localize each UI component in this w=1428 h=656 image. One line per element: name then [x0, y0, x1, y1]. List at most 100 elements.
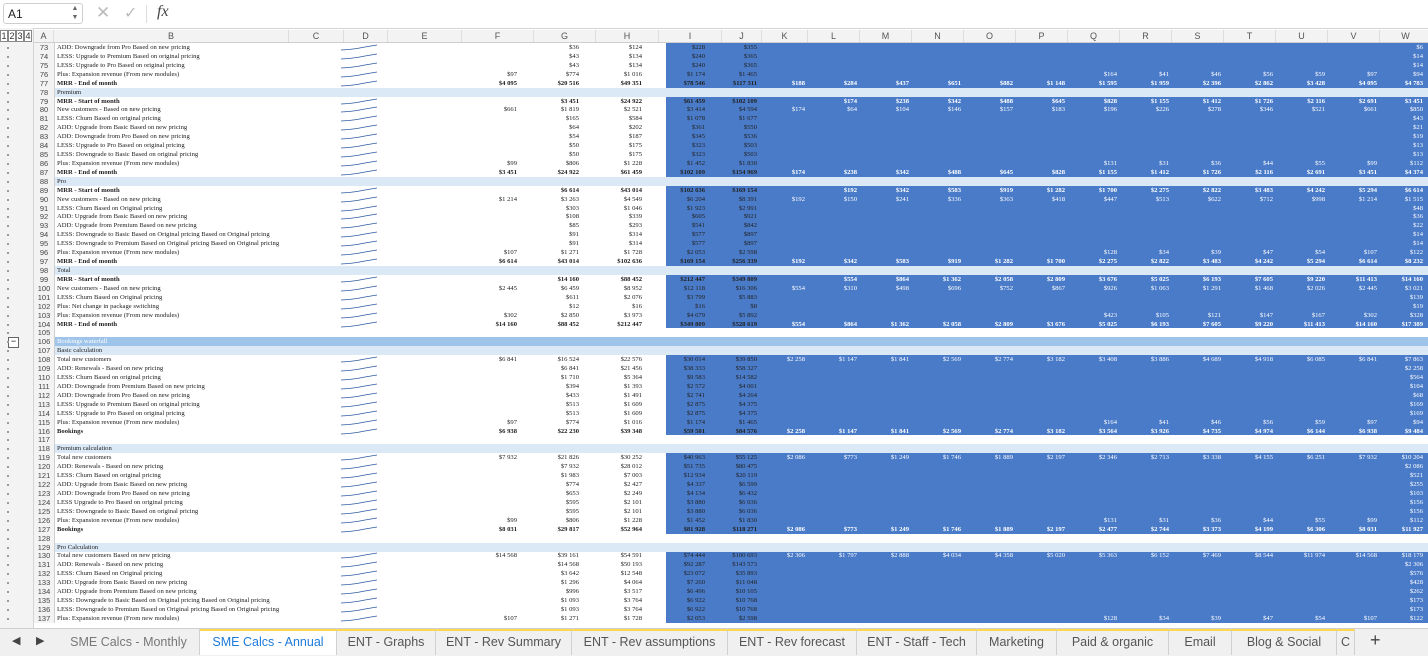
monthly-value-cell[interactable]	[809, 400, 857, 409]
row-label[interactable]: ADD: Renewals - Based on new pricing	[57, 365, 164, 373]
value-cell[interactable]: $7 932	[498, 454, 517, 462]
row-header[interactable]: 137	[34, 613, 55, 623]
column-header-f[interactable]: F	[462, 30, 534, 42]
value-cell[interactable]: $355	[743, 44, 757, 51]
value-cell[interactable]	[457, 605, 517, 614]
monthly-value-cell[interactable]: $54	[1315, 614, 1325, 622]
monthly-value-cell[interactable]: $150	[843, 195, 857, 203]
monthly-value-cell[interactable]: $6 614	[1358, 258, 1377, 266]
monthly-value-cell[interactable]	[1225, 364, 1273, 373]
row-header[interactable]: 87	[34, 167, 55, 177]
row-label[interactable]: Total new customers	[57, 454, 112, 462]
row-label[interactable]: ADD: Downgrade from Pro Based on new pri…	[57, 490, 190, 497]
monthly-value-cell[interactable]	[1277, 293, 1325, 302]
monthly-value-cell[interactable]	[1329, 507, 1377, 516]
row-label[interactable]: LESS: Downgrade to Basic Based on Origin…	[57, 597, 270, 605]
value-cell[interactable]: $84 576	[735, 427, 757, 435]
row-label[interactable]: Premium calculation	[57, 445, 112, 453]
monthly-value-cell[interactable]	[1173, 578, 1221, 587]
monthly-value-cell[interactable]	[861, 123, 909, 132]
monthly-value-cell[interactable]: $1 282	[1046, 186, 1065, 194]
value-cell[interactable]: $88 452	[620, 275, 642, 283]
monthly-value-cell[interactable]	[913, 293, 961, 302]
monthly-value-cell[interactable]: $174	[791, 106, 805, 114]
value-cell[interactable]: $1 830	[738, 159, 757, 167]
value-cell[interactable]	[385, 114, 445, 123]
row-header[interactable]: 96	[34, 248, 55, 258]
value-cell[interactable]	[457, 302, 517, 311]
monthly-value-cell[interactable]: $8 232	[1404, 258, 1423, 266]
monthly-value-cell[interactable]: $1 841	[890, 427, 909, 435]
monthly-value-cell[interactable]	[1017, 61, 1065, 70]
monthly-value-cell[interactable]	[809, 150, 857, 159]
monthly-value-cell[interactable]: $4 735	[1202, 427, 1221, 435]
monthly-value-cell[interactable]	[1121, 480, 1169, 489]
value-cell[interactable]: $365	[743, 61, 757, 69]
monthly-value-cell[interactable]: $56	[1263, 418, 1273, 426]
value-cell[interactable]: $1 710	[560, 374, 579, 382]
monthly-value-cell[interactable]	[965, 70, 1013, 79]
monthly-value-cell[interactable]	[913, 382, 961, 391]
monthly-value-cell[interactable]: $31	[1159, 516, 1169, 524]
value-cell[interactable]: $21 826	[557, 454, 579, 462]
monthly-value-cell[interactable]: $284	[843, 79, 857, 87]
value-cell[interactable]: $24 922	[620, 97, 642, 105]
value-cell[interactable]	[457, 97, 517, 106]
monthly-value-cell[interactable]: $342	[843, 258, 857, 266]
monthly-value-cell[interactable]	[757, 61, 805, 70]
monthly-value-cell[interactable]	[757, 248, 805, 257]
column-header-r[interactable]: R	[1120, 30, 1172, 42]
value-cell[interactable]: $503	[743, 142, 757, 150]
monthly-value-cell[interactable]	[1017, 302, 1065, 311]
value-cell[interactable]: $97	[507, 70, 517, 78]
value-cell[interactable]: $4 594	[738, 106, 757, 114]
value-cell[interactable]: $5 883	[738, 293, 757, 301]
monthly-value-cell[interactable]	[1121, 221, 1169, 230]
monthly-value-cell[interactable]	[757, 471, 805, 480]
monthly-value-cell[interactable]	[1017, 587, 1065, 596]
monthly-value-cell[interactable]	[913, 587, 961, 596]
monthly-value-cell[interactable]: $882	[999, 79, 1013, 87]
monthly-value-cell[interactable]: $99	[1367, 159, 1377, 167]
monthly-value-cell[interactable]: $302	[1363, 311, 1377, 319]
monthly-value-cell[interactable]	[1017, 596, 1065, 605]
value-cell[interactable]	[385, 275, 445, 284]
monthly-value-cell[interactable]	[1017, 418, 1065, 427]
monthly-value-cell[interactable]	[757, 382, 805, 391]
value-cell[interactable]: $3 880	[686, 507, 705, 515]
monthly-value-cell[interactable]	[1121, 605, 1169, 614]
value-cell[interactable]: $1 728	[623, 614, 642, 622]
monthly-value-cell[interactable]	[1225, 462, 1273, 471]
column-header-t[interactable]: T	[1224, 30, 1276, 42]
value-cell[interactable]: $92 287	[683, 561, 705, 569]
value-cell[interactable]: $323	[691, 151, 705, 159]
monthly-value-cell[interactable]	[1017, 230, 1065, 239]
monthly-value-cell[interactable]	[965, 480, 1013, 489]
value-cell[interactable]: $1 016	[623, 418, 642, 426]
value-cell[interactable]: $54	[569, 133, 579, 141]
value-cell[interactable]: $314	[628, 231, 642, 239]
monthly-value-cell[interactable]: $7 605	[1254, 275, 1273, 283]
value-cell[interactable]: $29 817	[557, 525, 579, 533]
value-cell[interactable]: $1 016	[623, 70, 642, 78]
monthly-value-cell[interactable]	[913, 498, 961, 507]
monthly-value-cell[interactable]	[1277, 507, 1325, 516]
monthly-value-cell[interactable]: $2 086	[1404, 463, 1423, 471]
monthly-value-cell[interactable]	[1329, 364, 1377, 373]
monthly-value-cell[interactable]	[1121, 409, 1169, 418]
monthly-value-cell[interactable]: $18 179	[1401, 552, 1423, 560]
column-header-h[interactable]: H	[596, 30, 659, 42]
value-cell[interactable]: $43 014	[620, 186, 642, 194]
value-cell[interactable]: $6 614	[498, 258, 517, 266]
monthly-value-cell[interactable]	[913, 159, 961, 168]
value-cell[interactable]: $595	[565, 507, 579, 515]
monthly-value-cell[interactable]	[965, 114, 1013, 123]
monthly-value-cell[interactable]: $36	[1211, 516, 1221, 524]
value-cell[interactable]: $2 991	[738, 204, 757, 212]
value-cell[interactable]: $394	[565, 382, 579, 390]
value-cell[interactable]: $154 969	[732, 168, 757, 176]
outline-level-2-button[interactable]: 2	[8, 30, 16, 42]
value-cell[interactable]: $1 093	[560, 597, 579, 605]
value-cell[interactable]: $12	[569, 302, 579, 310]
monthly-value-cell[interactable]	[1173, 471, 1221, 480]
